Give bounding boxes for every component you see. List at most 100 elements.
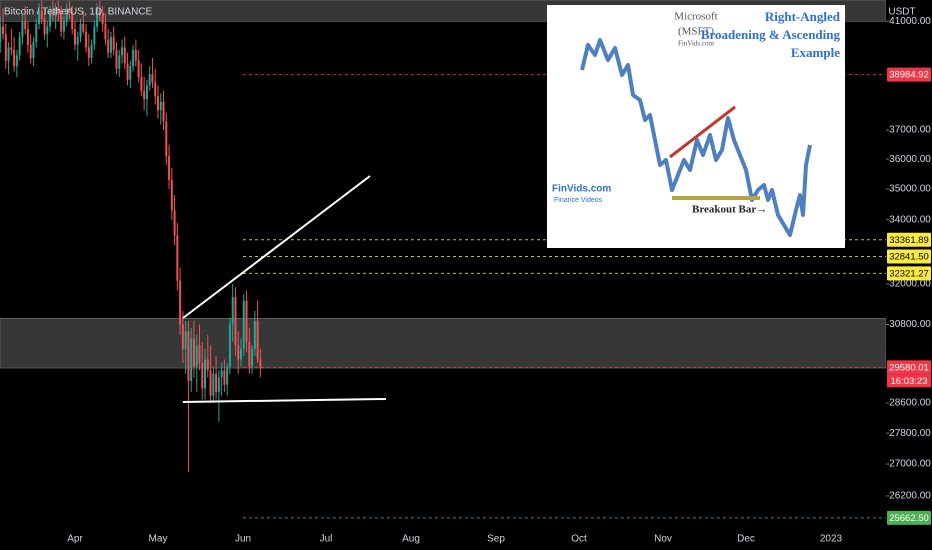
price-level-label: 32841.50: [889, 251, 929, 262]
candle-body: [65, 8, 68, 22]
candle-body: [256, 321, 259, 360]
candle-body: [156, 96, 159, 111]
candle-body: [140, 76, 143, 91]
candle-body: [85, 31, 88, 48]
candle-body: [192, 338, 195, 367]
candle-body: [231, 297, 234, 325]
candle-body: [49, 10, 52, 27]
candle-body: [176, 235, 179, 281]
price-level-box: [887, 249, 931, 264]
candle-body: [134, 50, 137, 61]
candle-body: [237, 345, 240, 360]
candle-body: [126, 63, 129, 80]
candle-body: [93, 26, 96, 45]
inset-site: FinVids.com: [678, 40, 714, 48]
candle-body: [187, 331, 190, 382]
axes: 41000.00 37000.00 36000.00 35000.00 34000.00…: [67, 16, 931, 545]
y-tick-label: 36000.00: [889, 154, 931, 165]
candle-body: [73, 29, 76, 45]
candle-body: [0, 26, 2, 43]
price-level-label: 29580.01: [889, 362, 929, 373]
trend-line: [182, 398, 387, 403]
candle-body: [7, 47, 10, 61]
candle-body: [26, 29, 29, 45]
candle-body: [253, 321, 256, 349]
inset-line: [580, 38, 812, 237]
candle-body: [60, 13, 63, 32]
price-level-box: [887, 360, 931, 375]
candle-body: [87, 47, 90, 59]
candle-body: [198, 345, 201, 364]
candle-body: [204, 359, 207, 389]
candle-body: [62, 21, 65, 32]
x-tick-label: Dec: [737, 534, 755, 545]
candle-body: [121, 47, 124, 56]
candle-body: [239, 348, 242, 360]
price-level-box: [887, 232, 931, 247]
price-level-box: [887, 510, 931, 525]
candle-body: [13, 50, 16, 67]
y-tick-label: 27000.00: [889, 459, 931, 470]
candle-body: [234, 297, 237, 346]
candle-body: [223, 370, 226, 385]
candle-body: [15, 55, 18, 67]
y-tick-label: 37000.00: [889, 125, 931, 136]
candle-body: [18, 36, 21, 56]
candle-body: [4, 34, 7, 61]
candle-body: [32, 42, 35, 59]
candle-body: [170, 179, 173, 211]
y-tick-label: 27800.00: [889, 428, 931, 439]
zone: [0, 318, 887, 369]
price-level-box: [887, 67, 931, 82]
candle-body: [251, 348, 254, 367]
candle-body: [2, 26, 5, 35]
candle-body: [173, 210, 176, 236]
candle-body: [228, 324, 231, 367]
candle-body: [242, 300, 245, 349]
candle-body: [96, 8, 99, 27]
candle-body: [101, 16, 104, 24]
candle-body: [179, 280, 182, 325]
countdown-box: [887, 374, 931, 388]
candle-body: [82, 23, 85, 32]
y-tick-label: 41000.00: [889, 16, 931, 27]
inset-heading: Example: [791, 45, 840, 60]
inset-heading: Broadening & Ascending: [701, 27, 841, 42]
candle-body: [112, 36, 115, 51]
candle-body: [137, 60, 140, 77]
inset-resistance: [669, 105, 736, 159]
candle-body: [190, 338, 193, 382]
candle-body: [162, 101, 165, 122]
candle-body: [145, 85, 148, 100]
candle-body: [168, 156, 171, 180]
y-tick-label: 32000.00: [889, 279, 931, 290]
candle-body: [143, 90, 146, 100]
candle-body: [10, 47, 13, 51]
candle-body: [181, 324, 184, 349]
candle-body: [38, 10, 41, 24]
candle-body: [90, 44, 93, 59]
candle-body: [24, 21, 27, 30]
inset-logo: FinVids.com: [552, 184, 611, 195]
candle-body: [220, 370, 223, 378]
x-tick-label: 2023: [820, 534, 843, 545]
trend-line: [182, 175, 371, 319]
inset-ticker: Microsoft: [674, 11, 717, 23]
x-tick-label: Jun: [235, 534, 251, 545]
x-tick-label: Jul: [320, 534, 333, 545]
y-tick-label: 28600.00: [889, 398, 931, 409]
candle-body: [21, 21, 24, 37]
candle-body: [215, 373, 218, 392]
y-tick-label: 26200.00: [889, 491, 931, 502]
candle-body: [132, 50, 135, 67]
price-level-label: 33361.89: [889, 235, 929, 246]
candle-body: [79, 23, 82, 37]
candle-body: [43, 18, 46, 35]
price-level-label: 32321.27: [889, 268, 929, 279]
candle-body: [245, 300, 248, 342]
candle-body: [212, 373, 215, 396]
candle-body: [115, 50, 118, 69]
price-level-box: [887, 266, 931, 281]
